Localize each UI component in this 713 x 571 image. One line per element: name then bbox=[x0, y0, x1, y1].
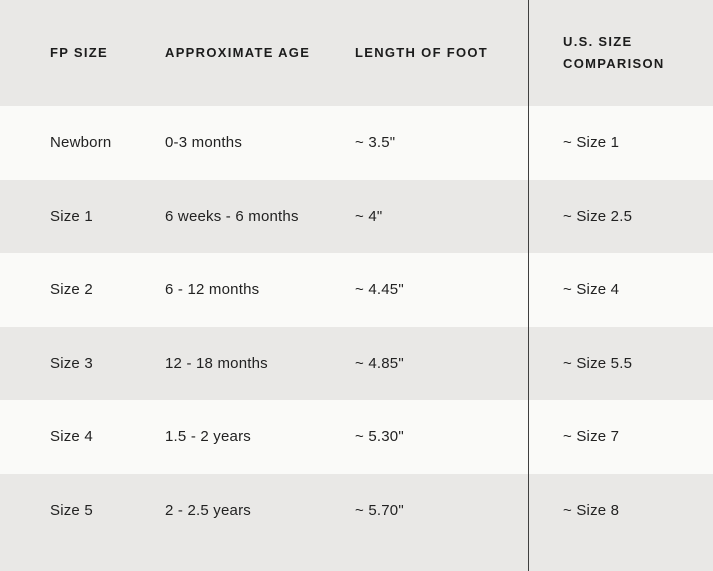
cell-us-size: ~ Size 5.5 bbox=[563, 354, 633, 372]
cell-us-size: ~ Size 7 bbox=[563, 428, 620, 446]
cell-age: 1.5 - 2 years bbox=[165, 428, 251, 446]
cell-fp-size: Size 4 bbox=[50, 428, 93, 446]
cell-foot-length: ~ 4.45" bbox=[355, 281, 404, 299]
table-row-size-4: Size 4 1.5 - 2 years ~ 5.30" ~ Size 7 bbox=[0, 400, 713, 474]
cell-us-size: ~ Size 2.5 bbox=[563, 207, 633, 225]
cell-fp-size: Size 2 bbox=[50, 281, 93, 299]
cell-foot-length: ~ 5.70" bbox=[355, 501, 404, 519]
cell-age: 0-3 months bbox=[165, 134, 243, 152]
table-row-size-3: Size 3 12 - 18 months ~ 4.85" ~ Size 5.5 bbox=[0, 326, 713, 400]
cell-us-size: ~ Size 1 bbox=[563, 134, 620, 152]
cell-us-size: ~ Size 8 bbox=[563, 501, 620, 519]
cell-foot-length: ~ 4.85" bbox=[355, 354, 404, 372]
cell-foot-length: ~ 3.5" bbox=[355, 134, 396, 152]
cell-age: 6 - 12 months bbox=[165, 281, 260, 299]
cell-fp-size: Size 3 bbox=[50, 354, 93, 372]
table-row-size-2: Size 2 6 - 12 months ~ 4.45" ~ Size 4 bbox=[0, 253, 713, 327]
bottom-filler bbox=[0, 547, 713, 571]
header-us-size: U.S. Size Comparison bbox=[563, 34, 665, 71]
cell-fp-size: Size 5 bbox=[50, 501, 93, 519]
header-age: Approximate Age bbox=[165, 45, 311, 60]
cell-fp-size: Size 1 bbox=[50, 207, 93, 225]
cell-age: 6 weeks - 6 months bbox=[165, 207, 299, 225]
table-row-newborn: Newborn 0-3 months ~ 3.5" ~ Size 1 bbox=[0, 106, 713, 180]
cell-age: 2 - 2.5 years bbox=[165, 501, 251, 519]
cell-foot-length: ~ 5.30" bbox=[355, 428, 404, 446]
cell-us-size: ~ Size 4 bbox=[563, 281, 620, 299]
table-row-size-1: Size 1 6 weeks - 6 months ~ 4" ~ Size 2.… bbox=[0, 179, 713, 253]
table-header-row: FP Size Approximate Age Length of Foot U… bbox=[0, 0, 713, 106]
table-row-size-5: Size 5 2 - 2.5 years ~ 5.70" ~ Size 8 bbox=[0, 473, 713, 547]
cell-age: 12 - 18 months bbox=[165, 354, 268, 372]
cell-foot-length: ~ 4" bbox=[355, 207, 383, 225]
column-divider bbox=[528, 0, 529, 571]
header-fp-size: FP Size bbox=[50, 45, 108, 60]
header-foot-length: Length of Foot bbox=[355, 45, 489, 60]
cell-fp-size: Newborn bbox=[50, 134, 112, 152]
